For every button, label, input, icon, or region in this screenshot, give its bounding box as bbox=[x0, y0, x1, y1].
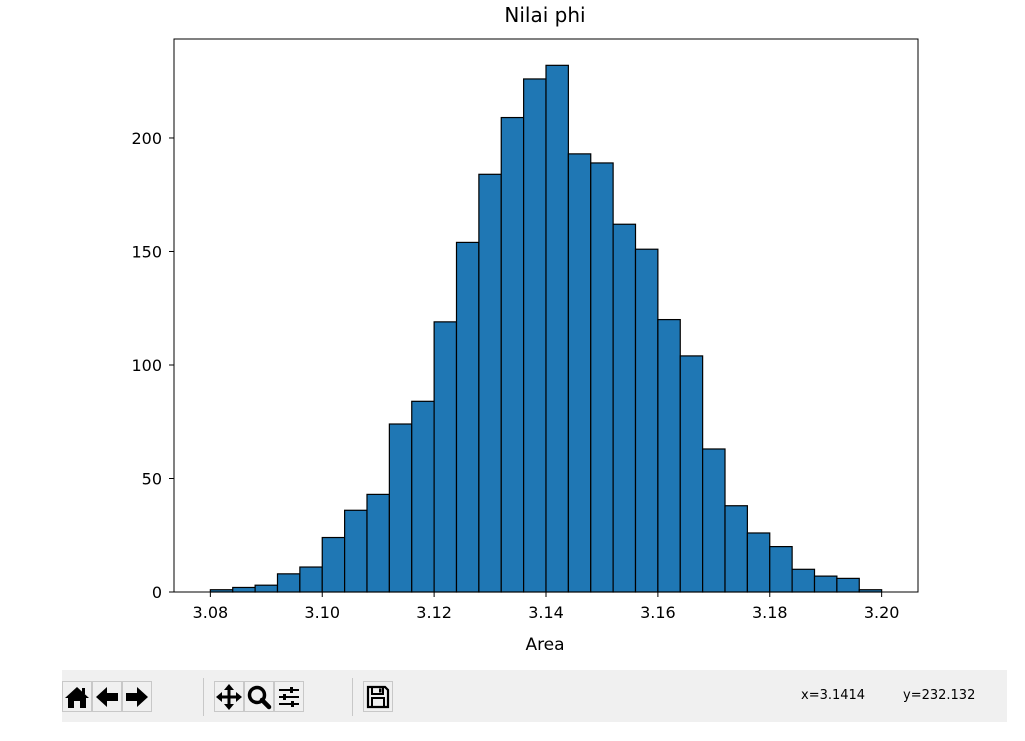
forward-button[interactable] bbox=[122, 681, 152, 712]
histogram-bar bbox=[791, 568, 816, 593]
navigation-toolbar: x=3.1414 y=232.132 bbox=[62, 670, 1007, 722]
x-tick-label: 3.18 bbox=[752, 603, 788, 622]
back-button[interactable] bbox=[92, 681, 122, 712]
y-tick-label: 50 bbox=[142, 469, 162, 488]
floppy-disk-icon bbox=[366, 685, 390, 708]
histogram-bar bbox=[232, 586, 256, 593]
arrow-right-icon bbox=[126, 686, 148, 707]
histogram-bar bbox=[634, 248, 659, 593]
histogram-bar bbox=[769, 545, 793, 593]
arrow-left-icon bbox=[96, 686, 118, 707]
save-button[interactable] bbox=[363, 681, 393, 712]
sliders-icon bbox=[279, 686, 299, 707]
histogram-bar bbox=[455, 241, 480, 593]
x-tick-label: 3.20 bbox=[864, 603, 900, 622]
histogram-bar bbox=[724, 505, 748, 593]
histogram-bar bbox=[299, 566, 323, 593]
x-tick-label: 3.10 bbox=[304, 603, 340, 622]
histogram-bar bbox=[276, 573, 301, 593]
toolbar-separator bbox=[203, 678, 204, 716]
histogram-bar bbox=[746, 532, 771, 593]
histogram-figure: Nilai phi 3.08 3.10 3.12 3.14 3.16 3.18 3.20 0… bbox=[131, 3, 919, 655]
histogram-bar bbox=[478, 173, 502, 593]
histogram-bar bbox=[836, 577, 860, 593]
zoom-button[interactable] bbox=[244, 681, 274, 712]
histogram-bar bbox=[657, 318, 681, 593]
x-tick-label: 3.14 bbox=[528, 603, 564, 622]
y-axis: 0 50 100 150 200 bbox=[131, 129, 174, 602]
pan-button[interactable] bbox=[214, 681, 244, 712]
histogram-bar bbox=[344, 509, 368, 593]
histogram-bar bbox=[411, 400, 435, 593]
histogram-bar bbox=[702, 448, 726, 593]
histogram-bar bbox=[500, 116, 525, 593]
histogram-bar bbox=[523, 78, 547, 593]
histogram-bar bbox=[545, 64, 569, 593]
histogram-bar bbox=[813, 575, 838, 593]
histogram-bar bbox=[612, 223, 637, 593]
histogram-bar bbox=[254, 584, 279, 593]
move-icon bbox=[216, 683, 242, 710]
y-tick-label: 100 bbox=[131, 356, 162, 375]
y-tick-label: 200 bbox=[131, 129, 162, 148]
x-tick-label: 3.16 bbox=[640, 603, 676, 622]
histogram-bar bbox=[388, 423, 413, 593]
cursor-x-readout: x=3.1414 bbox=[801, 688, 866, 703]
histogram-bar bbox=[567, 153, 592, 593]
histogram-bar bbox=[366, 493, 390, 593]
histogram-bar bbox=[433, 321, 458, 593]
x-axis-label: Area bbox=[525, 635, 564, 655]
toolbar-separator bbox=[352, 678, 353, 716]
cursor-y-readout: y=232.132 bbox=[903, 688, 976, 703]
chart-title: Nilai phi bbox=[504, 3, 585, 27]
configure-subplots-button[interactable] bbox=[274, 681, 304, 712]
x-axis: 3.08 3.10 3.12 3.14 3.16 3.18 3.20 bbox=[193, 592, 900, 622]
y-tick-label: 150 bbox=[131, 242, 162, 261]
histogram-bar bbox=[321, 536, 346, 593]
histogram-bar bbox=[679, 355, 704, 593]
histogram-bar bbox=[590, 162, 614, 593]
home-icon bbox=[65, 686, 89, 708]
home-button[interactable] bbox=[62, 681, 92, 712]
y-tick-label: 0 bbox=[152, 583, 162, 602]
magnifier-icon bbox=[247, 685, 272, 709]
x-tick-label: 3.12 bbox=[416, 603, 452, 622]
x-tick-label: 3.08 bbox=[193, 603, 229, 622]
